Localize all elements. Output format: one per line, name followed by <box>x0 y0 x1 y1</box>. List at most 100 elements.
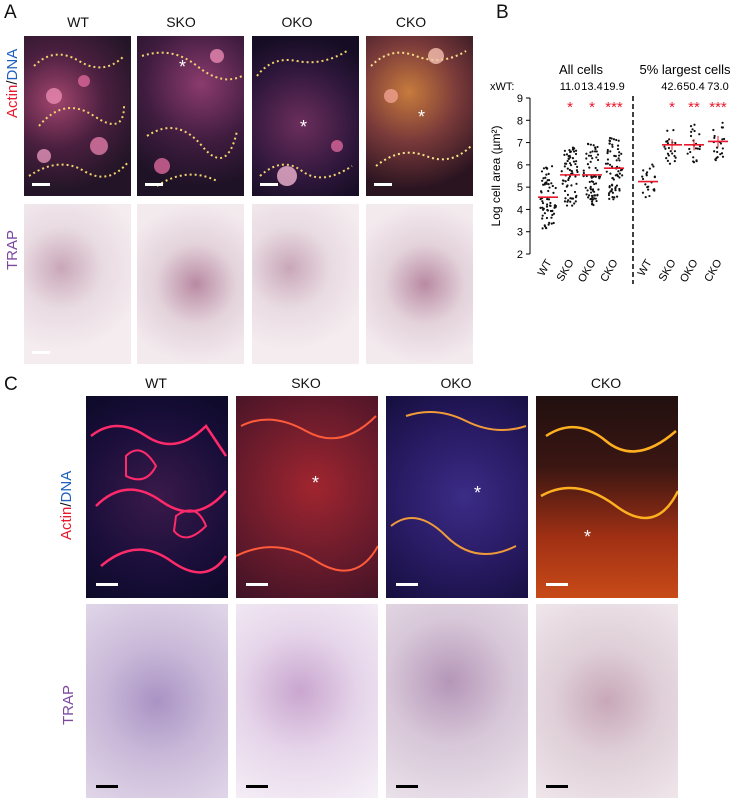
data-point <box>571 157 575 160</box>
data-point <box>544 181 547 185</box>
data-point <box>608 139 611 142</box>
data-point <box>608 186 611 189</box>
data-point <box>544 176 547 179</box>
panel-a-sko-trap-image <box>137 204 244 364</box>
data-point <box>667 154 670 157</box>
data-point <box>607 192 611 195</box>
data-point <box>553 206 556 209</box>
significance-marker: *** <box>605 99 623 116</box>
data-point <box>569 150 572 154</box>
panel-a-oko-fluorescence-image: * <box>252 36 359 196</box>
scale-bar <box>260 183 278 186</box>
data-point <box>560 170 563 173</box>
data-point <box>566 184 569 187</box>
data-point <box>611 196 614 199</box>
data-point <box>618 189 621 192</box>
data-point <box>596 169 599 172</box>
data-point <box>715 156 718 160</box>
panel-c-sko-trap-image <box>236 604 378 798</box>
panel-a-sko-fluorescence-image: * <box>137 36 244 196</box>
data-point <box>563 200 567 203</box>
data-point <box>565 204 569 207</box>
data-point <box>541 208 545 211</box>
data-point <box>695 159 698 162</box>
data-point <box>608 136 612 140</box>
xwt-value: 11.0 <box>560 81 581 93</box>
data-point <box>567 177 570 180</box>
panel-a-cko-trap-image <box>366 204 473 364</box>
panel-c-col-oko: OKO <box>440 375 472 391</box>
data-point <box>569 200 572 203</box>
data-point <box>693 123 696 126</box>
data-point <box>588 166 591 169</box>
data-point <box>586 142 590 145</box>
data-point <box>713 134 716 138</box>
scale-bar <box>246 583 268 586</box>
data-point <box>563 153 566 156</box>
scale-bar <box>32 183 50 186</box>
data-point <box>594 147 597 151</box>
data-point <box>574 175 577 178</box>
data-point <box>568 154 571 157</box>
x-tick-label: CKO <box>702 257 725 284</box>
x-tick-label: CKO <box>598 257 621 284</box>
xwt-value: 42.6 <box>661 81 682 93</box>
data-point <box>653 188 656 191</box>
data-point <box>567 178 570 182</box>
panel-a-cko-fluorescence-image: * <box>366 36 473 196</box>
data-point <box>665 140 668 143</box>
data-point <box>563 189 567 193</box>
scale-bar <box>96 785 118 788</box>
data-point <box>673 150 677 153</box>
group-title: All cells <box>559 62 604 77</box>
data-point <box>545 203 549 206</box>
data-point <box>712 128 715 132</box>
data-point <box>674 141 677 145</box>
data-point <box>547 172 550 175</box>
panel-a-actin-dna-label: Actin/DNA <box>4 48 21 118</box>
scale-bar <box>546 583 568 586</box>
data-point <box>611 191 615 194</box>
data-point <box>648 167 651 170</box>
asterisk-marker: * <box>179 57 187 77</box>
scale-bar <box>396 785 418 788</box>
panel-c-actin-dna-label: Actin/DNA <box>58 470 75 540</box>
panel-c-col-wt: WT <box>145 375 167 391</box>
data-point <box>572 160 576 163</box>
data-point <box>596 194 599 197</box>
data-point <box>563 165 566 168</box>
data-point <box>666 129 669 132</box>
data-point <box>642 169 645 172</box>
data-point <box>673 159 676 163</box>
data-point <box>564 197 567 200</box>
data-point <box>575 182 578 185</box>
data-point <box>615 159 618 162</box>
data-point <box>589 154 593 157</box>
data-point <box>613 196 616 199</box>
data-point <box>591 202 594 205</box>
data-point <box>590 191 593 194</box>
data-point <box>698 145 702 148</box>
data-point <box>586 163 590 166</box>
data-point <box>721 138 724 141</box>
data-point <box>596 158 600 162</box>
data-point <box>616 195 619 198</box>
data-point <box>614 174 617 177</box>
data-point <box>551 184 554 188</box>
x-tick-label: OKO <box>678 257 701 285</box>
data-point <box>589 151 592 154</box>
data-point <box>585 157 588 160</box>
data-point <box>652 165 655 168</box>
data-point <box>713 136 716 139</box>
data-point <box>721 121 724 124</box>
panel-c-oko-fluorescence-image: * <box>386 396 528 598</box>
data-point <box>565 162 568 165</box>
data-point <box>668 138 671 141</box>
data-point <box>596 145 599 149</box>
data-point <box>618 176 621 179</box>
x-tick-label: WT <box>636 257 655 278</box>
data-point <box>690 130 693 133</box>
panel-a-trap-label: TRAP <box>4 229 21 270</box>
data-point <box>713 150 716 153</box>
data-point <box>594 175 597 178</box>
